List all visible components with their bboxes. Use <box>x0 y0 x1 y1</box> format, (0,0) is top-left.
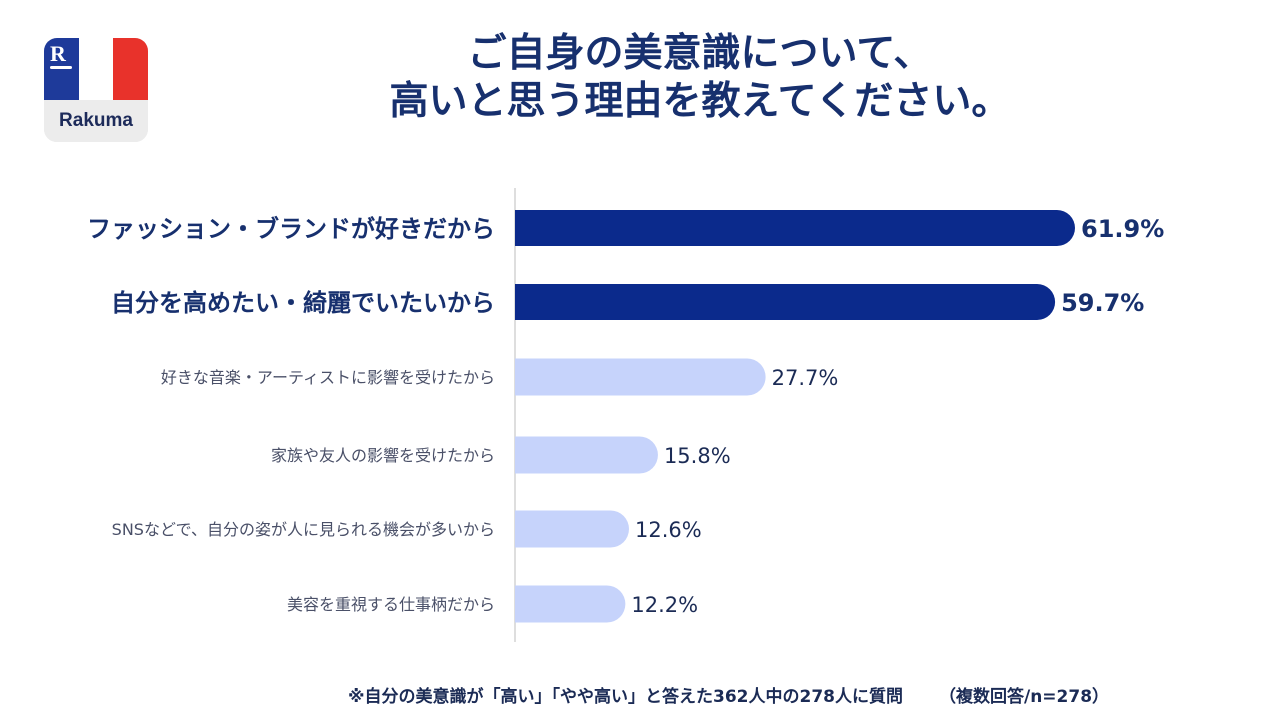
title-line-2: 高いと思う理由を教えてください。 <box>389 79 1011 124</box>
category-label-4: 家族や友人の影響を受けたから <box>271 446 495 465</box>
value-label-1: 61.9% <box>1081 215 1164 243</box>
logo-flag <box>44 38 148 100</box>
bar-5 <box>515 510 629 548</box>
bar-1 <box>515 210 1075 246</box>
footnote-main: ※自分の美意識が「高い」「やや高い」と答えた362人中の278人に質問 <box>348 687 903 707</box>
title-line-1: ご自身の美意識について、 <box>467 31 933 76</box>
value-label-4: 15.8% <box>664 444 731 468</box>
category-label-3: 好きな音楽・アーティストに影響を受けたから <box>161 368 495 387</box>
logo-wordmark: Rakuma <box>59 110 133 131</box>
bar-6 <box>515 585 626 623</box>
logo-r-mark: R <box>50 42 74 70</box>
page-title: ご自身の美意識について、 高いと思う理由を教えてください。 <box>300 30 1100 126</box>
value-label-6: 12.2% <box>631 593 698 617</box>
category-label-2: 自分を高めたい・綺麗でいたいから <box>111 289 495 317</box>
value-label-2: 59.7% <box>1061 289 1144 317</box>
bar-3 <box>515 358 766 396</box>
rakuma-logo: R Rakuma <box>44 38 148 142</box>
footnote-sample: （複数回答/n=278） <box>939 687 1110 707</box>
category-label-6: 美容を重視する仕事柄だから <box>287 595 495 614</box>
value-label-5: 12.6% <box>635 518 702 542</box>
value-label-3: 27.7% <box>772 366 839 390</box>
bar-4 <box>515 436 658 474</box>
category-label-5: SNSなどで、自分の姿が人に見られる機会が多いから <box>112 520 495 539</box>
category-label-1: ファッション・ブランドが好きだから <box>87 215 495 243</box>
footnote: ※自分の美意識が「高い」「やや高い」と答えた362人中の278人に質問 （複数回答… <box>348 682 1109 707</box>
bar-2 <box>515 284 1056 320</box>
